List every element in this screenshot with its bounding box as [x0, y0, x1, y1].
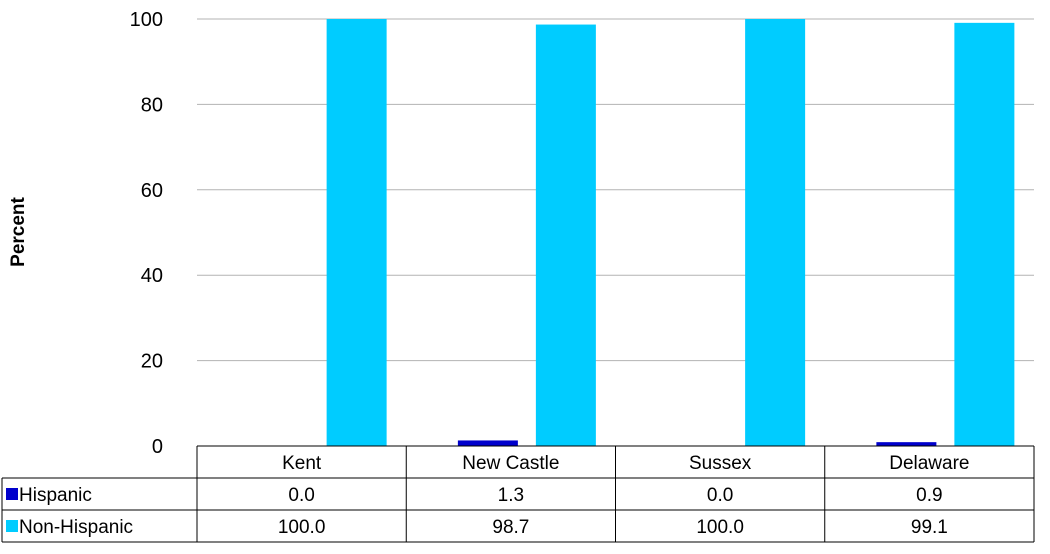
y-tick-label: 100 — [130, 9, 163, 31]
bar-non-hispanic-2 — [745, 19, 806, 446]
table-cell-value: 1.3 — [498, 485, 524, 506]
bar-hispanic-1 — [457, 440, 518, 446]
table-cell-value: 0.0 — [288, 485, 314, 506]
bar-non-hispanic-0 — [326, 19, 387, 446]
bar-non-hispanic-1 — [535, 24, 596, 447]
y-tick-label: 40 — [141, 265, 163, 287]
bars — [326, 19, 1015, 447]
category-label: New Castle — [462, 453, 559, 474]
gridlines — [197, 18, 1034, 362]
data-table: Kent New Castle Sussex Delaware Hispanic 0.0 1… — [1, 445, 1035, 543]
table-cell-value: 98.7 — [492, 517, 529, 538]
table-cell-value: 0.9 — [916, 485, 942, 506]
category-label: Sussex — [689, 453, 752, 474]
y-tick-label: 0 — [152, 436, 163, 458]
y-tick-label: 80 — [141, 94, 163, 116]
table-cell-value: 100.0 — [278, 517, 326, 538]
table-cell-value: 0.0 — [707, 485, 733, 506]
y-axis-label: Percent — [8, 196, 29, 266]
y-tick-label: 60 — [141, 180, 163, 202]
category-label: Kent — [282, 453, 322, 474]
bar-non-hispanic-3 — [954, 22, 1015, 447]
table-cell-value: 100.0 — [696, 517, 744, 538]
y-axis-ticks: 0 20 40 60 80 100 — [130, 9, 163, 458]
legend-label: Hispanic — [19, 485, 92, 506]
legend-swatch — [6, 520, 18, 532]
bar-hispanic-3 — [876, 442, 937, 446]
y-tick-label: 20 — [141, 351, 163, 373]
legend-swatch — [6, 488, 18, 500]
table-cell-value: 99.1 — [911, 517, 948, 538]
legend-label: Non-Hispanic — [19, 517, 133, 538]
category-label: Delaware — [889, 453, 969, 474]
